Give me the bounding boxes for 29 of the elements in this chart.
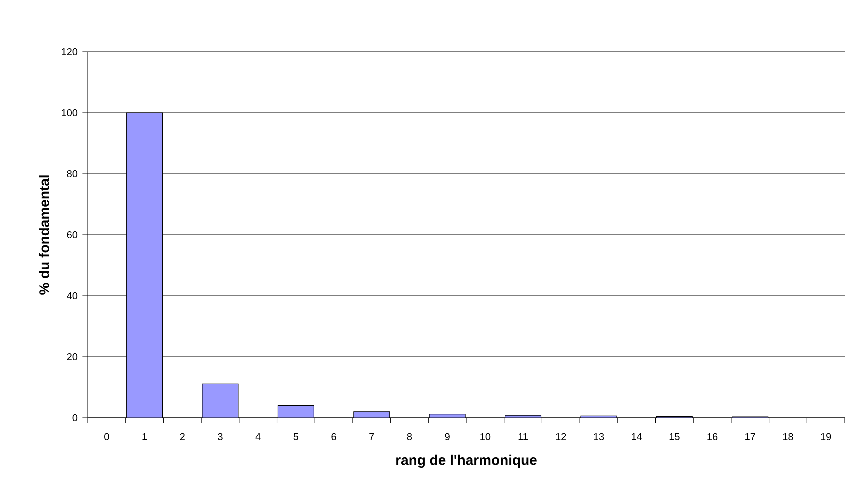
x-tick-label: 14 <box>632 433 642 440</box>
y-tick-label: 60 <box>67 231 78 239</box>
y-tick-label: 0 <box>72 414 78 422</box>
y-tick-label: 120 <box>62 48 78 56</box>
x-tick-label: 18 <box>783 433 794 440</box>
y-axis-title: % du fondamental <box>39 176 50 295</box>
x-tick-label: 7 <box>370 433 374 440</box>
y-tick-label: 80 <box>67 170 78 178</box>
x-tick-label: 6 <box>332 433 336 440</box>
x-axis-title: rang de l'harmonique <box>396 454 537 468</box>
x-tick-label: 5 <box>294 433 299 440</box>
x-tick-label: 9 <box>445 433 450 440</box>
x-tick-label: 12 <box>556 433 566 440</box>
x-tick-label: 0 <box>104 433 110 440</box>
x-tick-label: 1 <box>142 433 148 440</box>
x-tick-label: 3 <box>218 433 223 440</box>
x-tick-label: 16 <box>708 433 718 440</box>
x-tick-label: 8 <box>407 433 412 440</box>
x-tick-label: 4 <box>256 433 261 440</box>
y-tick-label: 40 <box>67 292 78 300</box>
x-tick-label: 2 <box>180 433 185 440</box>
x-tick-label: 15 <box>670 433 680 440</box>
y-tick-label: 100 <box>62 109 78 117</box>
x-tick-label: 13 <box>594 433 604 440</box>
x-tick-label: 11 <box>518 433 528 440</box>
x-tick-label: 10 <box>480 433 491 440</box>
x-tick-label: 17 <box>746 433 756 440</box>
x-tick-label: 19 <box>821 433 832 440</box>
y-tick-label: 20 <box>67 353 78 361</box>
